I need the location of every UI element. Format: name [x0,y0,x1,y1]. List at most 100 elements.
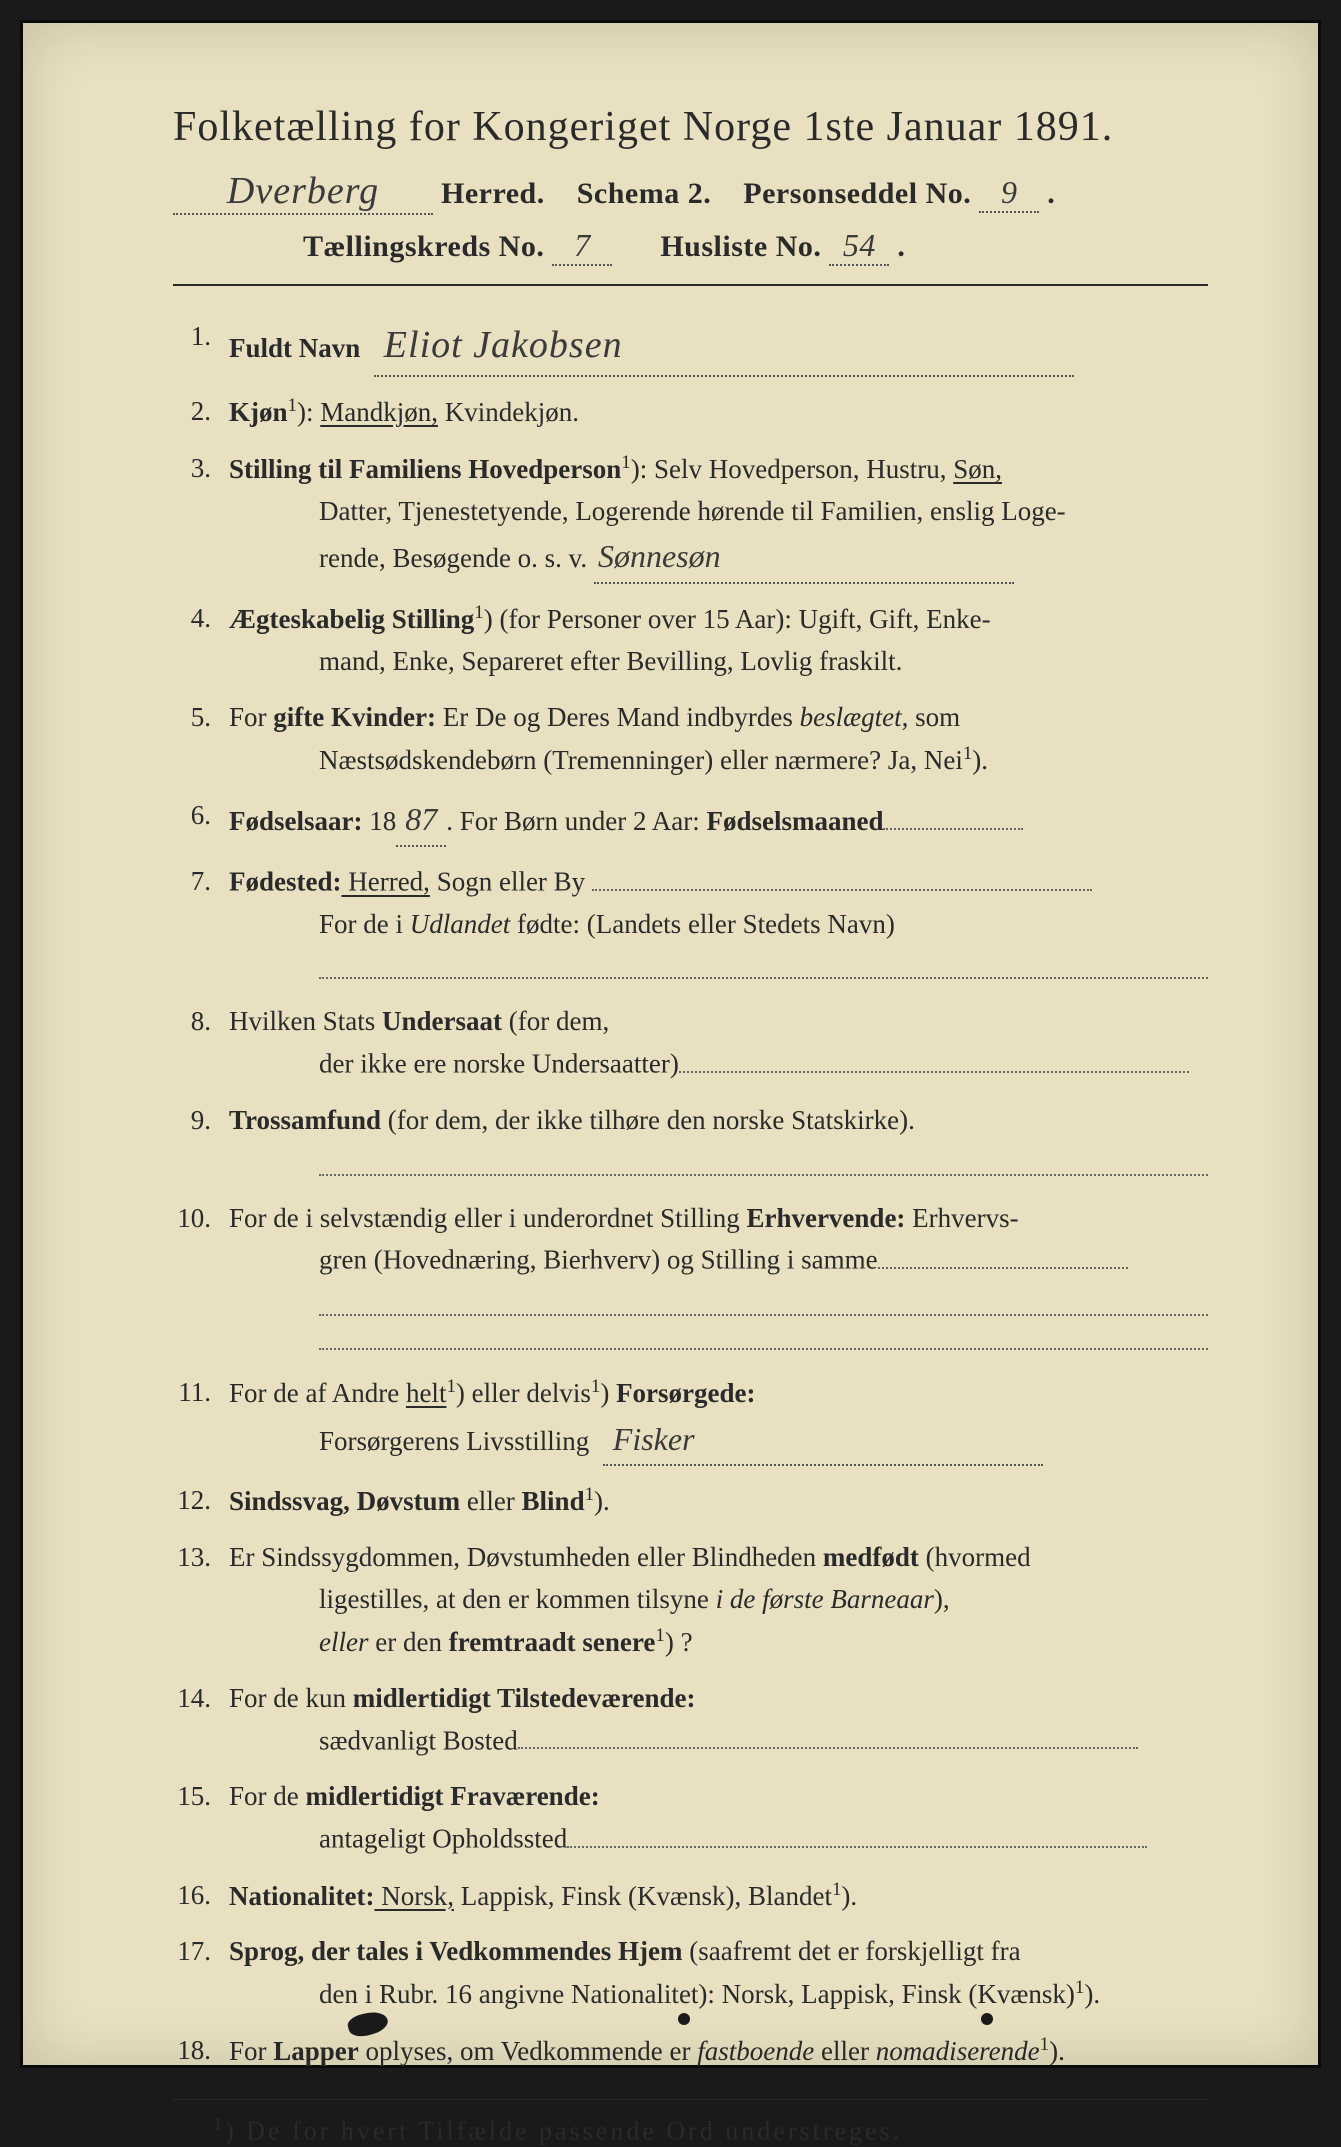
entry-17: 17. Sprog, der tales i Vedkommendes Hjem… [173,1931,1208,2016]
q15-pre: For de [229,1781,306,1811]
q2-label: Kjøn [229,397,288,427]
q13-pre: Er Sindssygdommen, Døvstumheden eller Bl… [229,1542,823,1572]
q14-pre: For de kun [229,1683,353,1713]
num-8: 8. [173,1001,229,1043]
form-header: Folketælling for Kongeriget Norge 1ste J… [173,103,1208,266]
q8-pre: Hvilken Stats [229,1006,382,1036]
entry-14: 14. For de kun midlertidigt Tilstedevære… [173,1678,1208,1762]
q6-hw: 87 [396,795,446,847]
q11-end: ) [600,1378,616,1408]
census-form-page: Folketælling for Kongeriget Norge 1ste J… [20,20,1321,2068]
q4-rest: ) (for Personer over 15 Aar): Ugift, Gif… [484,604,991,634]
q13-end: ) ? [665,1627,693,1657]
header-line-2: Dverberg Herred. Schema 2. Personseddel … [173,169,1208,215]
entry-8: 8. Hvilken Stats Undersaat (for dem, der… [173,1001,1208,1085]
binding-holes [23,2013,1318,2035]
entry-15: 15. For de midlertidigt Fraværende: anta… [173,1776,1208,1860]
q15-fill [567,1818,1147,1848]
q5-rest2: som [908,702,960,732]
entry-2: 2. Kjøn1): Mandkjøn, Kvindekjøn. [173,391,1208,434]
q11-l2: Forsørgerens Livsstilling [319,1426,589,1456]
husliste-no: 54 [829,227,889,266]
q12-end: ). [594,1486,610,1516]
num-4: 4. [173,598,229,640]
q18-pre: For [229,2036,273,2066]
q11-u1: helt [406,1378,447,1408]
entry-13: 13. Er Sindssygdommen, Døvstumheden elle… [173,1537,1208,1664]
personseddel-no: 9 [979,174,1039,213]
q17-sup: 1 [1075,1977,1084,1998]
num-3: 3. [173,448,229,490]
q15-l2: antageligt Opholdssted [319,1824,567,1854]
q9-label: Trossamfund [229,1105,381,1135]
q6-fill [883,801,1023,831]
q13-l3-rest: er den [368,1627,448,1657]
q6-label2: Fødselsmaaned [706,806,883,836]
num-15: 15. [173,1776,229,1818]
q18-end: ). [1049,2036,1065,2066]
q13-l3-it: eller [319,1627,368,1657]
herred-value: Dverberg [173,169,433,215]
q13-l2-it: i de første Barneaar [716,1584,934,1614]
q13-sup: 1 [655,1625,664,1646]
q18-it1: fastboende [697,2036,814,2066]
entry-12: 12. Sindssvag, Døvstum eller Blind1). [173,1480,1208,1523]
q5-label: gifte Kvinder: [273,702,436,732]
tkreds-label: Tællingskreds No. [303,230,544,263]
q18-rest: oplyses, om Vedkommende er [359,2036,697,2066]
q7-fill [592,861,1092,891]
q3-hw: Sønnesøn [594,532,1014,584]
q5-end: ). [972,745,988,775]
num-2: 2. [173,391,229,433]
herred-label: Herred. [441,177,545,210]
q10-pre: For de i selvstændig eller i underordnet… [229,1203,746,1233]
num-16: 16. [173,1875,229,1917]
num-13: 13. [173,1537,229,1579]
q6-pre: 18 [362,806,396,836]
q18-it2: nomadiserende [876,2036,1040,2066]
q10-row2 [319,1324,1208,1350]
q3-label: Stilling til Familiens Hovedperson [229,454,621,484]
tkreds-no: 7 [552,227,612,266]
q3-rest: ): Selv Hovedperson, Hustru, [631,454,953,484]
q5-it: beslægtet, [800,702,909,732]
q5-sup: 1 [963,743,972,764]
q7-l2-pre: For de i [319,909,410,939]
q10-rest: Erhvervs- [905,1203,1018,1233]
entry-7: 7. Fødested: Herred, Sogn eller By For d… [173,861,1208,987]
entry-6: 6. Fødselsaar: 1887. For Børn under 2 Aa… [173,795,1208,847]
form-title: Folketælling for Kongeriget Norge 1ste J… [173,103,1208,151]
q12-b2: Blind [522,1486,585,1516]
q8-l2: der ikke ere norske Undersaatter) [319,1049,679,1079]
q7-l2-it: Udlandet [410,909,511,939]
q13-l3-b: fremtraadt senere [449,1627,656,1657]
q13-label: medfødt [823,1542,919,1572]
q13-rest: (hvormed [919,1542,1031,1572]
q7-l2-rest: fødte: (Landets eller Stedets Navn) [510,909,895,939]
q2-rest: ): [297,397,320,427]
q10-l2: gren (Hovednæring, Bierhverv) og Stillin… [319,1245,878,1275]
q13-l2-pre: ligestilles, at den er kommen tilsyne [319,1584,716,1614]
q13-l2-end: ), [934,1584,950,1614]
q7-rest: Sogn eller By [430,867,592,897]
q9-rest: (for dem, der ikke tilhøre den norske St… [381,1105,915,1135]
entry-16: 16. Nationalitet: Norsk, Lappisk, Finsk … [173,1875,1208,1918]
q10-label: Erhvervende: [746,1203,905,1233]
num-5: 5. [173,697,229,739]
q3-son: Søn, [953,454,1002,484]
entry-11: 11. For de af Andre helt1) eller delvis1… [173,1372,1208,1466]
q5-rest: Er De og Deres Mand indbyrdes [436,702,800,732]
q14-fill [518,1720,1138,1750]
q12-rest: eller [460,1486,521,1516]
form-entries: 1. Fuldt Navn Eliot Jakobsen 2. Kjøn1): … [173,316,1208,2073]
q11-s1: 1 [446,1376,455,1397]
q4-l2: mand, Enke, Separeret efter Bevilling, L… [229,641,1208,683]
q15-label: midlertidigt Fraværende: [306,1781,600,1811]
entry-10: 10. For de i selvstændig eller i underor… [173,1198,1208,1358]
num-12: 12. [173,1480,229,1522]
q12-sup: 1 [585,1484,594,1505]
hole-2 [678,2013,690,2025]
personseddel-label: Personseddel No. [743,177,971,210]
q7-opt: Herred, [341,867,429,897]
header-divider [173,284,1208,286]
